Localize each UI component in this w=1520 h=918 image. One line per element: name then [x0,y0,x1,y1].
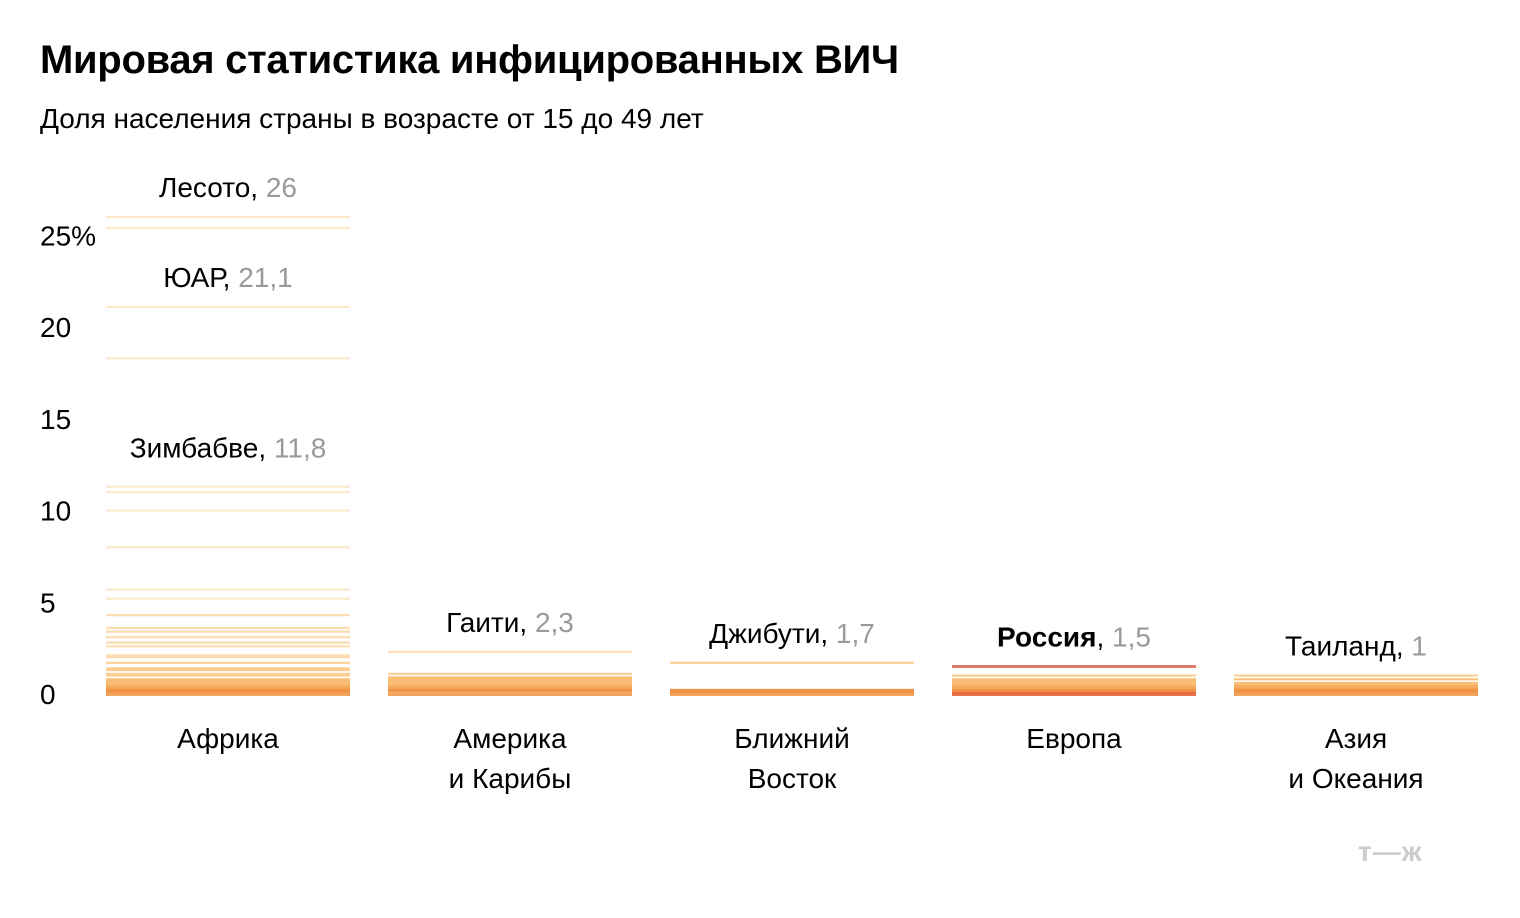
country-name: Зимбабве [130,433,259,464]
group-label: Африка [177,723,279,754]
chart-subtitle: Доля населения страны в возрасте от 15 д… [40,103,704,134]
country-label: Джибути, 1,7 [709,618,875,649]
group-label: Восток [748,763,837,794]
y-tick-label: 15 [40,404,71,435]
country-name: Лесото [159,172,250,203]
country-name: Россия [997,621,1096,652]
country-name: Таиланд [1285,631,1396,662]
group-label: Европа [1026,723,1122,754]
country-label: ЮАР, 21,1 [163,262,292,293]
label-separator: , [519,607,535,638]
strip-baseline [388,692,632,696]
y-tick-label: 0 [40,679,56,710]
label-separator: , [1396,631,1412,662]
country-label: Зимбабве, 11,8 [130,433,327,464]
y-tick-label: 20 [40,312,71,343]
chart-title: Мировая статистика инфицированных ВИЧ [40,38,899,82]
label-separator: , [1096,621,1112,652]
group-label: Америка [453,723,567,754]
tzh-logo: т—ж [1358,836,1423,867]
y-tick-label: 10 [40,496,71,527]
country-label: Гаити, 2,3 [446,607,574,638]
country-value: 1 [1411,631,1427,662]
group-label: и Карибы [449,763,572,794]
country-name: ЮАР [163,262,227,293]
label-separator: , [820,618,836,649]
country-value: 26 [266,172,297,203]
country-value: 1,7 [836,618,875,649]
strip-baseline [1234,692,1478,696]
country-label: Таиланд, 1 [1285,631,1427,662]
strip-baseline [670,692,914,696]
group-label: Ближний [734,723,850,754]
group-label: Азия [1325,723,1387,754]
country-name: Джибути [709,618,820,649]
group-label: и Океания [1288,763,1423,794]
strip-baseline [106,692,350,696]
country-value: 11,8 [274,433,326,464]
strip-baseline [952,692,1196,696]
label-separator: , [258,433,274,464]
y-tick-label: 5 [40,587,56,618]
country-name: Гаити [446,607,519,638]
label-separator: , [223,262,239,293]
country-value: 2,3 [535,607,574,638]
country-value: 21,1 [238,262,293,293]
country-label: Лесото, 26 [159,172,297,203]
country-value: 1,5 [1112,621,1151,652]
label-separator: , [250,172,266,203]
country-label: Россия, 1,5 [997,621,1151,652]
y-tick-label: 25% [40,220,96,251]
